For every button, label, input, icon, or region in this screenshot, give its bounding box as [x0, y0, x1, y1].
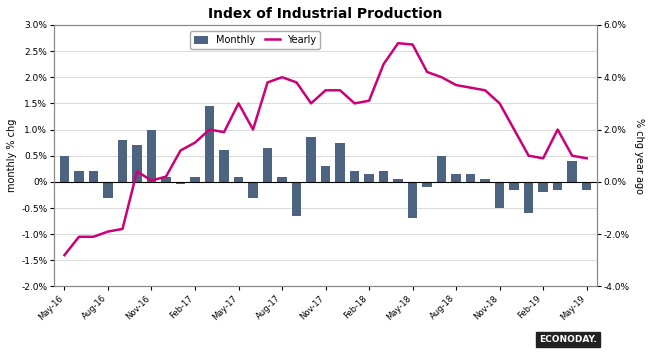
- Bar: [146, 130, 156, 182]
- Bar: [480, 179, 490, 182]
- Bar: [582, 182, 591, 190]
- Bar: [379, 171, 388, 182]
- Bar: [466, 174, 475, 182]
- Bar: [219, 151, 229, 182]
- Bar: [176, 182, 186, 185]
- Bar: [422, 182, 432, 187]
- Legend: Monthly, Yearly: Monthly, Yearly: [189, 31, 320, 49]
- Bar: [495, 182, 505, 208]
- Bar: [408, 182, 417, 219]
- Bar: [277, 177, 286, 182]
- Bar: [365, 174, 374, 182]
- Y-axis label: % chg year ago: % chg year ago: [634, 118, 644, 194]
- Bar: [89, 171, 98, 182]
- Bar: [393, 179, 403, 182]
- Bar: [74, 171, 84, 182]
- Bar: [451, 174, 461, 182]
- Bar: [234, 177, 243, 182]
- Bar: [190, 177, 200, 182]
- Bar: [104, 182, 113, 198]
- Bar: [263, 148, 272, 182]
- Bar: [568, 161, 577, 182]
- Y-axis label: monthly % chg: monthly % chg: [7, 119, 17, 192]
- Bar: [132, 145, 142, 182]
- Bar: [307, 137, 316, 182]
- Bar: [321, 166, 330, 182]
- Bar: [538, 182, 548, 192]
- Bar: [292, 182, 301, 216]
- Bar: [60, 156, 69, 182]
- Title: Index of Industrial Production: Index of Industrial Production: [208, 7, 443, 21]
- Bar: [553, 182, 562, 190]
- Bar: [161, 177, 171, 182]
- Bar: [510, 182, 519, 190]
- Bar: [118, 140, 127, 182]
- Bar: [350, 171, 359, 182]
- Text: ECONODAY.: ECONODAY.: [539, 335, 597, 344]
- Bar: [205, 106, 214, 182]
- Bar: [437, 156, 447, 182]
- Bar: [248, 182, 258, 198]
- Bar: [335, 143, 345, 182]
- Bar: [524, 182, 533, 213]
